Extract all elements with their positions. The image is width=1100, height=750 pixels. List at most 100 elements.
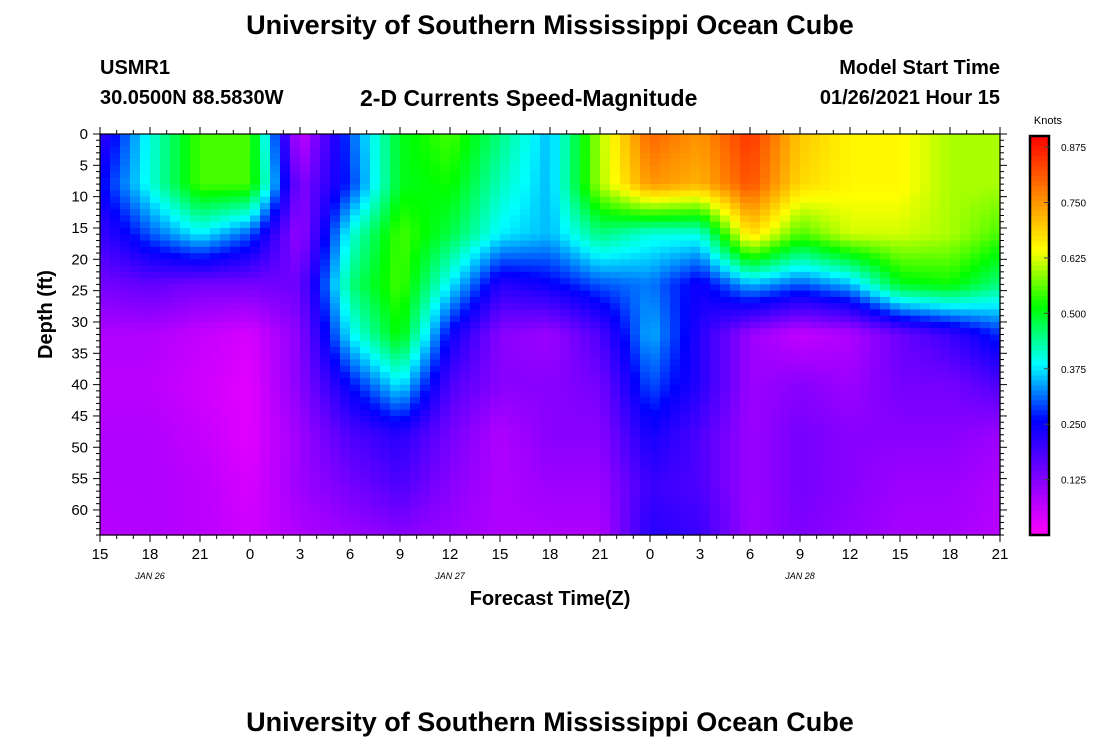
heatmap-cell	[850, 353, 861, 361]
heatmap-cell	[700, 202, 711, 210]
heatmap-cell	[790, 159, 801, 166]
heatmap-cell	[190, 321, 201, 329]
heatmap-cell	[240, 434, 251, 442]
heatmap-cell	[450, 165, 461, 173]
heatmap-cell	[870, 309, 881, 317]
heatmap-cell	[490, 415, 501, 423]
heatmap-cell	[470, 171, 481, 179]
heatmap-cell	[190, 478, 201, 486]
heatmap-cell	[580, 140, 591, 148]
heatmap-cell	[960, 140, 971, 148]
heatmap-cell	[170, 284, 181, 292]
heatmap-cell	[360, 240, 371, 248]
heatmap-cell	[810, 340, 821, 348]
heatmap-cell	[980, 265, 991, 273]
heatmap-cell	[840, 384, 851, 392]
heatmap-cell	[630, 278, 641, 285]
heatmap-cell	[500, 453, 511, 461]
heatmap-cell	[130, 240, 141, 248]
heatmap-cell	[950, 378, 961, 386]
heatmap-cell	[850, 227, 861, 235]
heatmap-cell	[810, 447, 821, 455]
heatmap-cell	[640, 315, 651, 323]
heatmap-cell	[810, 334, 821, 342]
heatmap-cell	[350, 290, 361, 298]
heatmap-cell	[720, 209, 731, 217]
heatmap-cell	[870, 221, 881, 229]
heatmap-cell	[130, 159, 141, 166]
heatmap-cell	[830, 215, 841, 223]
heatmap-cell	[740, 384, 751, 392]
heatmap-cell	[390, 184, 401, 191]
heatmap-cell	[780, 378, 791, 386]
heatmap-cell	[330, 240, 341, 248]
heatmap-cell	[170, 278, 181, 285]
heatmap-cell	[740, 422, 751, 430]
heatmap-cell	[960, 134, 971, 141]
heatmap-cell	[600, 221, 611, 229]
heatmap-cell	[860, 290, 871, 298]
heatmap-cell	[310, 177, 321, 185]
heatmap-cell	[440, 372, 451, 379]
heatmap-cell	[410, 309, 421, 317]
heatmap-cell	[190, 171, 201, 179]
heatmap-cell	[930, 221, 941, 229]
heatmap-cell	[980, 359, 991, 367]
heatmap-cell	[900, 384, 911, 392]
heatmap-cell	[100, 478, 111, 486]
heatmap-cell	[450, 478, 461, 486]
heatmap-cell	[290, 340, 301, 348]
heatmap-cell	[870, 303, 881, 311]
heatmap-cell	[480, 466, 491, 473]
heatmap-cell	[800, 359, 811, 367]
heatmap-cell	[320, 403, 331, 411]
heatmap-cell	[200, 196, 211, 204]
heatmap-cell	[770, 453, 781, 461]
heatmap-cell	[960, 177, 971, 185]
heatmap-cell	[820, 321, 831, 329]
heatmap-cell	[710, 390, 721, 398]
heatmap-cell	[820, 459, 831, 467]
heatmap-cell	[290, 478, 301, 486]
heatmap-cell	[190, 234, 201, 242]
heatmap-cell	[730, 171, 741, 179]
heatmap-cell	[700, 309, 711, 317]
heatmap-cell	[180, 353, 191, 361]
heatmap-cell	[830, 359, 841, 367]
heatmap-cell	[780, 240, 791, 248]
heatmap-cell	[940, 165, 951, 173]
heatmap-cell	[500, 403, 511, 411]
heatmap-cell	[380, 397, 391, 405]
heatmap-cell	[870, 246, 881, 254]
heatmap-cell	[470, 422, 481, 430]
heatmap-cell	[390, 328, 401, 336]
heatmap-cell	[860, 184, 871, 191]
heatmap-cell	[280, 466, 291, 473]
heatmap-cell	[600, 202, 611, 210]
heatmap-cell	[880, 177, 891, 185]
heatmap-cell	[640, 415, 651, 423]
heatmap-cell	[710, 184, 721, 191]
heatmap-cell	[250, 397, 261, 405]
heatmap-cell	[740, 240, 751, 248]
heatmap-cell	[490, 472, 501, 480]
heatmap-cell	[710, 303, 721, 311]
heatmap-cell	[970, 397, 981, 405]
heatmap-cell	[770, 403, 781, 411]
heatmap-cell	[200, 447, 211, 455]
heatmap-cell	[630, 265, 641, 273]
heatmap-cell	[370, 390, 381, 398]
heatmap-cell	[420, 472, 431, 480]
heatmap-cell	[440, 378, 451, 386]
heatmap-cell	[580, 315, 591, 323]
heatmap-cell	[930, 296, 941, 304]
heatmap-cell	[990, 353, 1001, 361]
heatmap-cell	[140, 334, 151, 342]
heatmap-cell	[770, 278, 781, 285]
heatmap-cell	[400, 196, 411, 204]
heatmap-cell	[450, 177, 461, 185]
heatmap-cell	[150, 478, 161, 486]
heatmap-cell	[200, 397, 211, 405]
heatmap-cell	[440, 447, 451, 455]
heatmap-cell	[320, 265, 331, 273]
